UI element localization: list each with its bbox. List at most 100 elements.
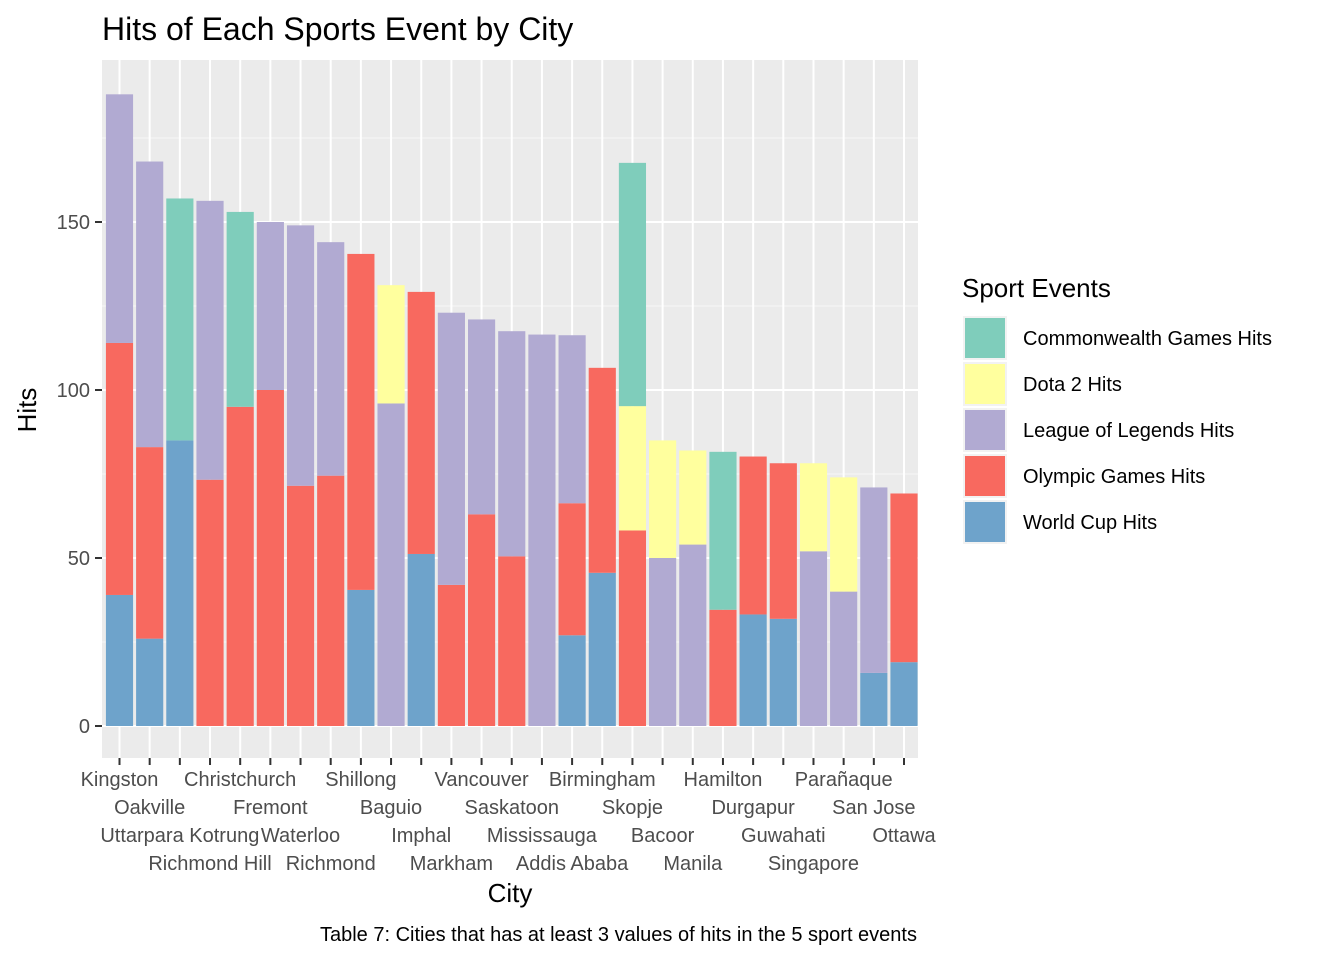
bar-segment — [860, 672, 888, 726]
bar-segment — [799, 551, 828, 726]
bars — [105, 94, 918, 726]
bar-segment — [588, 367, 616, 573]
x-tick-label: Richmond — [286, 853, 376, 875]
bar-segment — [226, 211, 254, 407]
y-axis-title: Hits — [12, 388, 42, 433]
x-tick-label: Addis Ababa — [516, 853, 629, 875]
bar-segment — [347, 253, 375, 590]
bar-segment — [317, 475, 345, 726]
legend-label: League of Legends Hits — [1023, 420, 1234, 442]
bar-segment — [226, 406, 254, 726]
bar-segment — [739, 614, 767, 726]
bar-segment — [105, 594, 134, 726]
y-tick-label: 50 — [68, 548, 90, 570]
x-tick-label: Waterloo — [261, 825, 340, 847]
bar-segment — [618, 530, 647, 726]
bar-segment — [196, 479, 224, 726]
bar-segment — [709, 609, 737, 726]
x-tick-label: Bacoor — [631, 825, 695, 847]
x-tick-label: Parañaque — [795, 769, 893, 791]
legend: Commonwealth Games Hits Dota 2 Hits League… — [963, 316, 1272, 544]
legend-label: Olympic Games Hits — [1023, 466, 1205, 488]
bar-segment — [105, 94, 134, 343]
bar-segment — [890, 493, 918, 663]
legend-swatch — [965, 410, 1005, 450]
x-tick-label: Manila — [663, 853, 723, 875]
x-tick-label: San Jose — [832, 797, 915, 819]
bar-segment — [649, 440, 677, 558]
legend-title: Sport Events — [962, 273, 1111, 303]
bar-segment — [317, 242, 345, 476]
legend-swatch — [965, 502, 1005, 542]
y-tick-label: 150 — [57, 212, 90, 234]
bar-segment — [467, 514, 496, 726]
x-tick-label: Fremont — [233, 797, 308, 819]
legend-label: Commonwealth Games Hits — [1023, 328, 1272, 350]
bar-segment — [377, 403, 405, 726]
bar-segment — [558, 635, 586, 726]
bar-segment — [437, 584, 465, 726]
bar-segment — [739, 456, 767, 615]
bar-segment — [890, 662, 918, 726]
x-tick-label: Markham — [410, 853, 493, 875]
bar-segment — [860, 487, 888, 673]
y-tick-label: 100 — [57, 380, 90, 402]
bar-segment — [437, 312, 465, 585]
x-tick-label: Skopje — [602, 797, 663, 819]
bar-segment — [830, 591, 858, 726]
chart-title: Hits of Each Sports Event by City — [102, 11, 573, 47]
y-axis: 0 50 100 150 — [57, 212, 102, 738]
bar-segment — [558, 503, 586, 636]
bar-segment — [286, 225, 315, 486]
legend-swatch — [965, 318, 1005, 358]
bar-segment — [166, 198, 194, 441]
bar-segment — [136, 161, 164, 448]
x-tick-label: Shillong — [325, 769, 396, 791]
x-tick-label: Imphal — [391, 825, 451, 847]
bar-segment — [558, 335, 586, 504]
bar-segment — [799, 463, 828, 552]
bar-segment — [136, 447, 164, 639]
bar-segment — [136, 638, 164, 726]
bar-segment — [377, 285, 405, 404]
x-tick-label: Christchurch — [184, 769, 296, 791]
bar-segment — [467, 319, 496, 515]
x-tick-label: Richmond Hill — [148, 853, 271, 875]
bar-segment — [196, 200, 224, 480]
x-tick-label: Birmingham — [549, 769, 656, 791]
bar-segment — [528, 334, 556, 726]
legend-label: World Cup Hits — [1023, 512, 1157, 534]
x-tick-label: Vancouver — [435, 769, 529, 791]
bar-segment — [347, 589, 375, 726]
bar-segment — [830, 477, 858, 592]
x-tick-label: Durgapur — [711, 797, 795, 819]
bar-segment — [166, 440, 194, 726]
x-tick-label: Ottawa — [872, 825, 936, 847]
bar-segment — [407, 553, 435, 726]
x-tick-label: Uttarpara Kotrung — [100, 825, 259, 847]
bar-segment — [286, 485, 315, 726]
chart-caption: Table 7: Cities that has at least 3 valu… — [320, 924, 917, 946]
x-tick-label: Mississauga — [487, 825, 598, 847]
x-tick-label: Saskatoon — [464, 797, 559, 819]
legend-label: Dota 2 Hits — [1023, 374, 1122, 396]
x-tick-label: Kingston — [81, 769, 159, 791]
bar-segment — [769, 463, 797, 619]
x-axis: Kingston Oakville Uttarpara Kotrung Richmon… — [81, 758, 937, 875]
bar-segment — [105, 342, 134, 595]
legend-swatch — [965, 364, 1005, 404]
bar-segment — [709, 451, 737, 610]
bar-segment — [769, 618, 797, 726]
bar-segment — [618, 162, 647, 407]
bar-segment — [679, 450, 707, 545]
x-tick-label: Baguio — [360, 797, 422, 819]
x-tick-label: Singapore — [768, 853, 859, 875]
bar-segment — [679, 544, 707, 726]
x-tick-label: Hamilton — [684, 769, 763, 791]
bar-segment — [407, 291, 435, 554]
bar-segment — [649, 558, 677, 726]
bar-segment — [256, 222, 284, 390]
x-tick-label: Oakville — [114, 797, 185, 819]
bar-segment — [498, 331, 526, 557]
